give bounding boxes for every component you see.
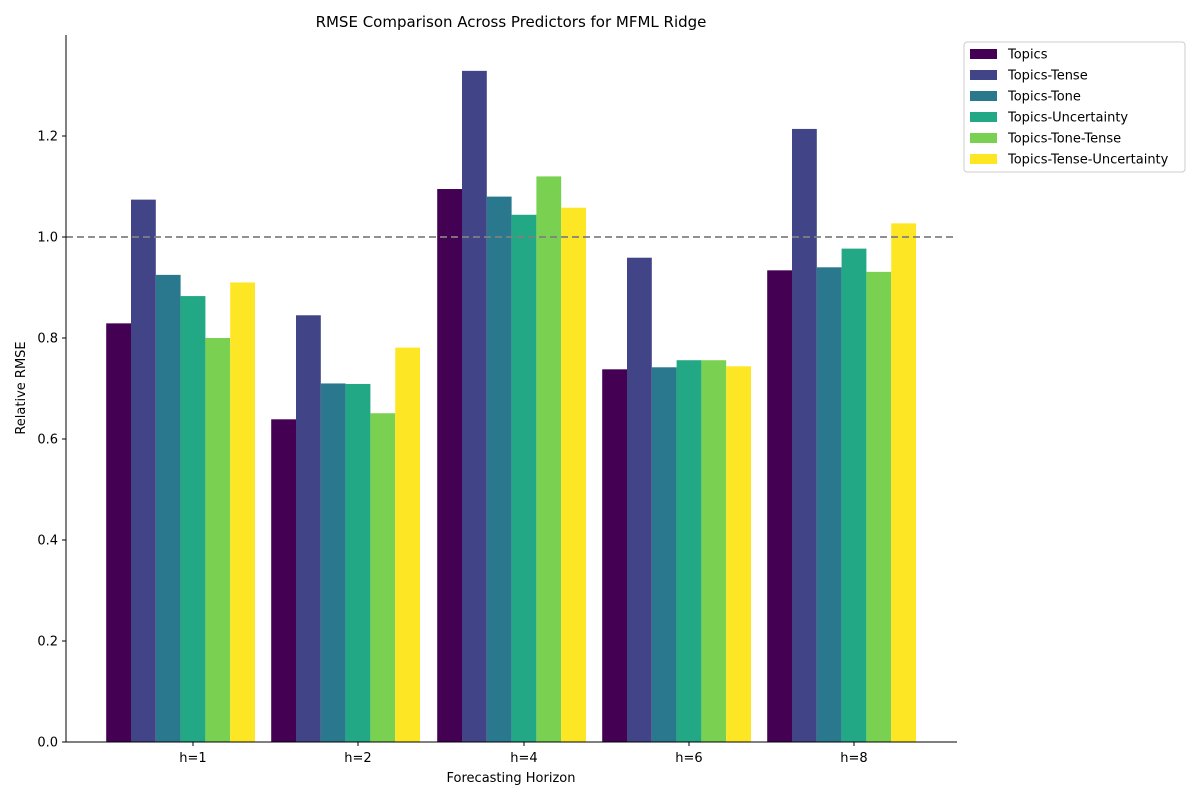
- legend: Topics Topics-Tense Topics-Tone Topics-Unce…: [963, 41, 1186, 173]
- bar-topics-h=4: [437, 189, 462, 742]
- y-tick-label: 0.8: [37, 332, 58, 347]
- x-axis-label: Forecasting Horizon: [447, 771, 576, 786]
- x-tick-label: h=4: [510, 751, 537, 766]
- bar-topics-uncertainty-h=1: [180, 296, 206, 742]
- legend-label: Topics-Tone: [1007, 90, 1081, 105]
- legend-label: Topics: [1007, 48, 1048, 63]
- bar-topics-tone-h=4: [486, 196, 512, 743]
- legend-swatch: [970, 133, 997, 143]
- y-tick-label: 0.4: [37, 534, 58, 549]
- bar-topics-h=8: [767, 270, 792, 742]
- x-tick-label: h=1: [179, 751, 206, 766]
- bar-topics-tense-uncertainty-h=1: [230, 282, 255, 742]
- legend-swatch: [970, 70, 997, 80]
- y-axis-label: Relative RMSE: [14, 341, 29, 434]
- y-tick-label: 1.0: [37, 231, 58, 246]
- bar-topics-tone-tense-h=4: [536, 176, 562, 742]
- x-tick-label: h=8: [840, 751, 867, 766]
- bar-topics-tense-uncertainty-h=8: [891, 223, 916, 743]
- legend-label: Topics-Tone-Tense: [1007, 132, 1121, 147]
- bar-topics-tone-h=8: [816, 267, 842, 742]
- legend-label: Topics-Tense: [1007, 69, 1088, 84]
- bar-topics-tense-uncertainty-h=2: [395, 347, 420, 742]
- bar-topics-tone-h=6: [651, 367, 677, 742]
- bar-topics-tense-h=8: [792, 128, 817, 742]
- bar-topics-tense-h=4: [462, 70, 487, 743]
- y-tick-label: 1.2: [37, 130, 58, 145]
- legend-swatch: [970, 91, 997, 101]
- bar-topics-uncertainty-h=2: [345, 383, 371, 742]
- bar-topics-tone-h=2: [320, 383, 346, 742]
- bar-topics-tone-tense-h=2: [370, 413, 396, 742]
- x-ticks-group: h=1 h=2 h=4 h=6 h=8: [179, 742, 868, 766]
- bar-topics-uncertainty-h=6: [676, 360, 702, 742]
- x-tick-label: h=6: [675, 751, 702, 766]
- bar-topics-tense-h=6: [627, 257, 652, 742]
- bar-topics-tone-tense-h=1: [205, 338, 231, 742]
- y-ticks-group: 0.0 0.2 0.4 0.6 0.8 1.0 1.2: [37, 130, 66, 751]
- y-tick-label: 0.0: [37, 736, 58, 751]
- bar-topics-h=6: [602, 369, 627, 742]
- legend-swatch: [970, 112, 997, 122]
- bar-topics-tense-h=2: [296, 315, 321, 742]
- bar-topics-uncertainty-h=4: [511, 214, 537, 742]
- chart-title: RMSE Comparison Across Predictors for MF…: [316, 13, 707, 31]
- legend-frame: [963, 41, 1186, 173]
- legend-label: Topics-Tense-Uncertainty: [1007, 153, 1169, 168]
- x-tick-label: h=2: [344, 751, 371, 766]
- bar-topics-h=2: [271, 419, 296, 742]
- bar-topics-tone-h=1: [155, 274, 181, 742]
- bar-topics-tense-uncertainty-h=4: [561, 207, 586, 742]
- legend-label: Topics-Uncertainty: [1007, 111, 1128, 126]
- bar-topics-tone-tense-h=6: [701, 360, 727, 742]
- bar-topics-h=1: [106, 323, 131, 742]
- legend-swatch: [970, 154, 997, 164]
- bar-topics-tense-uncertainty-h=6: [726, 366, 751, 742]
- legend-swatch: [970, 49, 997, 59]
- y-tick-label: 0.2: [37, 635, 58, 650]
- bars-group: [106, 70, 916, 743]
- bar-topics-uncertainty-h=8: [841, 248, 867, 743]
- bar-topics-tone-tense-h=8: [866, 271, 892, 742]
- bar-topics-tense-h=1: [131, 199, 156, 742]
- y-tick-label: 0.6: [37, 433, 58, 448]
